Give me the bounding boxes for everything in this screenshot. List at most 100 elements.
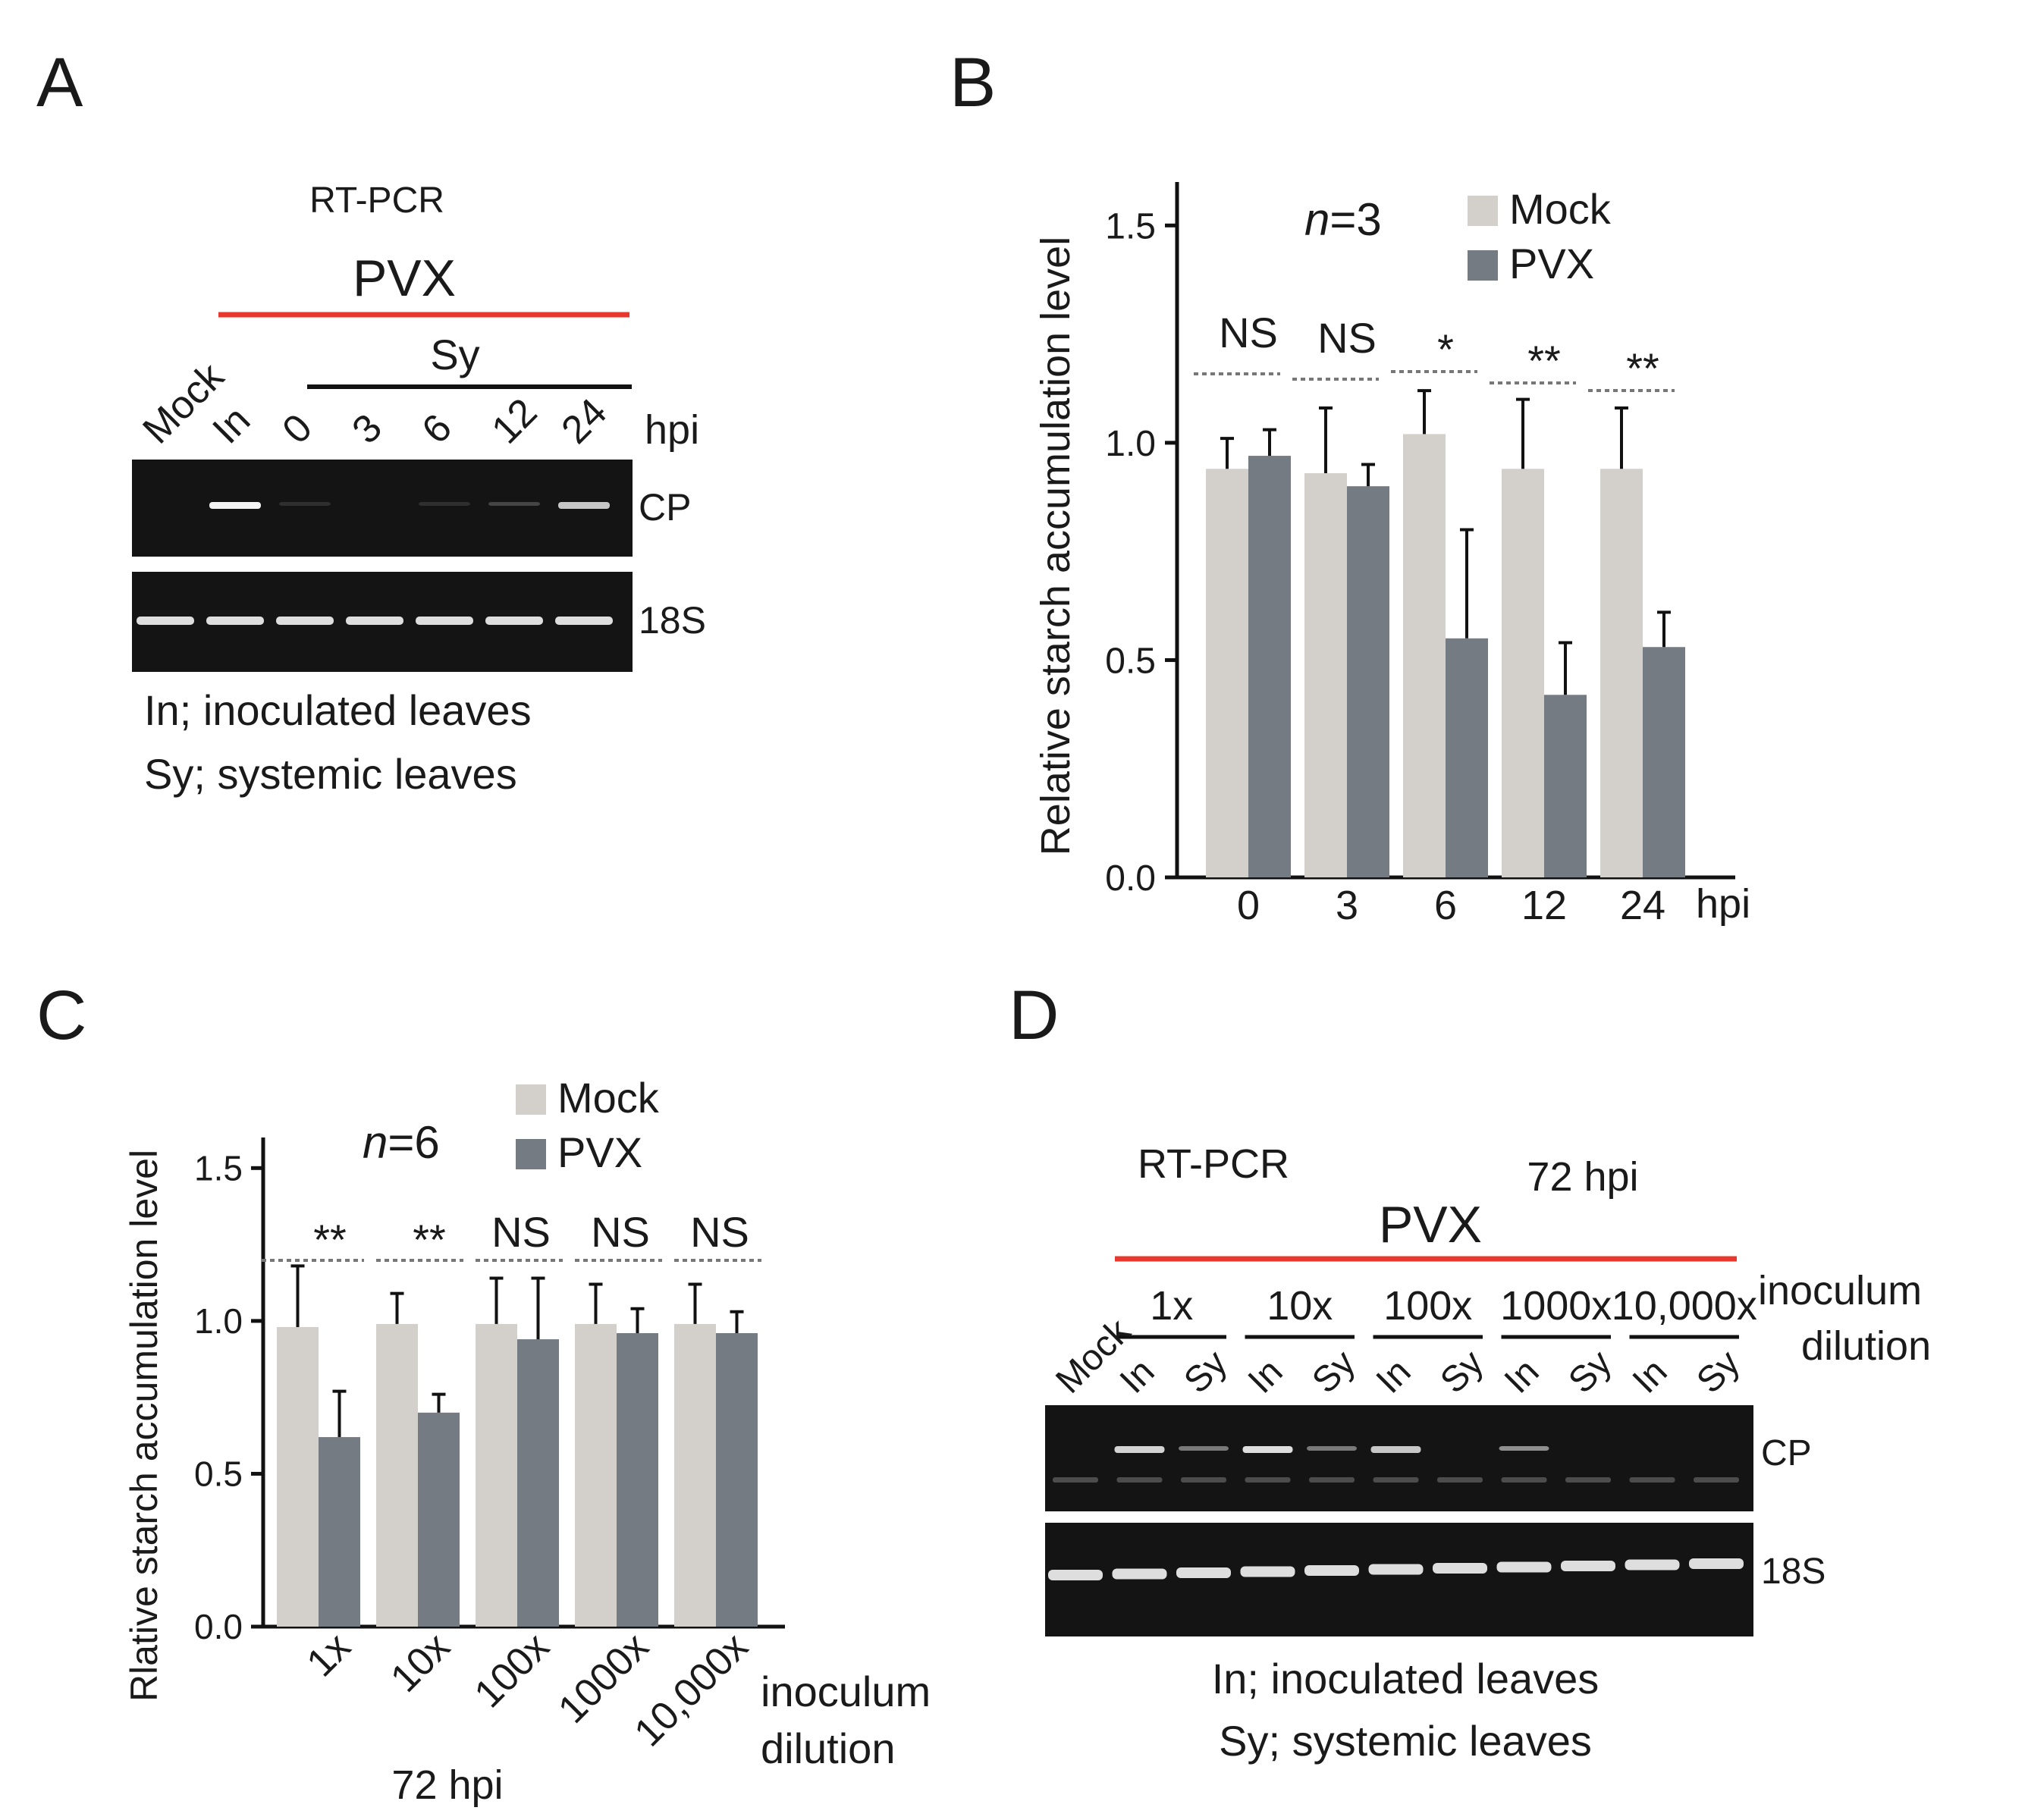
rrna-18s-band: [1304, 1565, 1359, 1576]
panel-d-18s-gel: [1045, 1523, 1753, 1636]
rrna-18s-band: [1433, 1563, 1487, 1574]
rrna-18s-band: [206, 617, 264, 625]
legend-swatch-mock: [1468, 196, 1498, 226]
bar-mock-1000x: [575, 1323, 617, 1627]
dilution-group-label: 10x: [1267, 1283, 1333, 1329]
legend-swatch-pvx: [1468, 250, 1498, 281]
lane-label: 24: [553, 391, 615, 453]
lane-label: In: [1625, 1351, 1675, 1401]
lane-label: Mock: [134, 354, 233, 453]
panel-b-bars: [1206, 434, 1685, 877]
lane-label: Mock: [1048, 1311, 1138, 1401]
cp-band: [1179, 1446, 1229, 1451]
rrna-18s-band: [1048, 1570, 1103, 1580]
bar-mock-100x: [476, 1323, 517, 1627]
panel-b-letter: B: [950, 44, 996, 121]
panel-b-legend: Mock PVX: [1468, 185, 1612, 287]
primer-dimer-band: [1116, 1477, 1163, 1483]
panel-d-axis-title-line-2: dilution: [1801, 1323, 1931, 1369]
panel-b-x-unit: hpi: [1696, 881, 1750, 927]
rrna-18s-band: [1496, 1561, 1552, 1573]
panel-d-cp-gel: [1045, 1405, 1753, 1511]
panel-b: B Relative starch accumulation level n=3…: [950, 44, 1750, 928]
panel-a-method-label: RT-PCR: [309, 180, 444, 221]
lane-label: 3: [344, 406, 390, 452]
cp-band: [279, 502, 331, 506]
legend-label-pvx: PVX: [557, 1128, 642, 1176]
rrna-18s-band: [346, 617, 403, 625]
lane-label: In: [1497, 1351, 1547, 1401]
n-italic: n: [1304, 194, 1330, 245]
panel-d-cp-row-label: CP: [1761, 1433, 1812, 1473]
x-tick-label: 1x: [299, 1624, 359, 1685]
primer-dimer-band: [1373, 1477, 1419, 1483]
y-tick-label: 1.5: [194, 1148, 243, 1188]
panel-d-letter: D: [1009, 977, 1059, 1054]
lane-label: 6: [413, 406, 460, 452]
significance-label: **: [313, 1216, 347, 1263]
y-ticks: 0.0 0.5 1.0 1.5: [1105, 206, 1177, 899]
lane-label: 0: [274, 406, 320, 452]
rrna-18s-band: [137, 617, 194, 625]
bar-pvx-10,000x: [716, 1333, 758, 1627]
x-tick-label: 24: [1620, 883, 1665, 928]
panel-a-virus-label: PVX: [353, 249, 456, 307]
legend-swatch-mock: [516, 1084, 546, 1115]
significance-label: NS: [1317, 314, 1377, 362]
panel-d-axis-title-line-1: inoculum: [1758, 1268, 1922, 1313]
legend-label-pvx: PVX: [1509, 240, 1594, 287]
primer-dimer-band: [1053, 1477, 1098, 1483]
panel-a-lane-labels: Mock In 0 3 6 12 24: [134, 354, 615, 453]
x-tick-label: 0: [1237, 883, 1260, 928]
lane-label: In: [204, 398, 259, 453]
panel-a-legend-line-2: Sy; systemic leaves: [144, 750, 517, 798]
bar-mock-0: [1206, 469, 1248, 877]
rrna-18s-band: [1368, 1564, 1424, 1575]
bar-pvx-10x: [418, 1412, 460, 1627]
panel-c-n-label: n=6: [363, 1117, 440, 1168]
panel-d-18s-row-label: 18S: [1761, 1552, 1826, 1592]
x-tick-label: 3: [1336, 883, 1358, 928]
panel-b-y-axis: 0.0 0.5 1.0 1.5: [1105, 182, 1179, 899]
x-tick-label: 10x: [382, 1624, 458, 1700]
panel-c: C Rlative starch accumulation level n=6 …: [36, 977, 931, 1808]
cp-band: [1370, 1446, 1421, 1453]
y-tick-label: 1.0: [194, 1301, 243, 1341]
primer-dimer-band: [1309, 1477, 1355, 1483]
cp-band: [488, 502, 540, 506]
panel-a: A RT-PCR PVX Sy Mock In 0 3 6 12 24 hpi …: [36, 44, 706, 798]
panel-d-method-label: RT-PCR: [1138, 1141, 1289, 1187]
bar-mock-10,000x: [674, 1323, 716, 1627]
panel-d-dilution-groups: 1x 10x 100x 1000x 10,000x: [1116, 1283, 1757, 1339]
y-tick-label: 0.5: [1105, 641, 1156, 681]
bar-mock-6: [1403, 434, 1446, 877]
panel-d: D RT-PCR 72 hpi PVX 1x 10x 100x 1000x 10…: [1009, 977, 1931, 1765]
panel-a-cp-gel: [132, 460, 633, 557]
n-italic: n: [363, 1117, 388, 1168]
bar-pvx-12: [1544, 695, 1587, 877]
bar-pvx-6: [1446, 638, 1488, 877]
dilution-group-label: 1x: [1150, 1283, 1193, 1329]
y-ticks: 0.0 0.5 1.0 1.5: [194, 1148, 263, 1646]
x-tick-label: 12: [1521, 883, 1567, 928]
panel-c-timepoint: 72 hpi: [391, 1762, 503, 1808]
panel-d-legend-line-2: Sy; systemic leaves: [1219, 1717, 1592, 1765]
n-value: =3: [1330, 194, 1381, 245]
panel-c-y-axis: 0.0 0.5 1.0 1.5: [194, 1138, 265, 1646]
panel-c-x-tick-labels: 1x 10x 100x 1000x 10,000x: [299, 1624, 757, 1755]
bar-mock-1x: [277, 1326, 319, 1627]
panel-c-error-bars: [290, 1264, 744, 1438]
panel-a-sy-label: Sy: [430, 331, 479, 378]
lane-label: Sy: [1561, 1343, 1619, 1401]
significance-label: NS: [591, 1208, 650, 1256]
significance-label: NS: [491, 1208, 551, 1256]
rrna-18s-band: [485, 617, 543, 625]
primer-dimer-band: [1565, 1477, 1611, 1483]
cp-band: [558, 502, 610, 509]
bar-pvx-100x: [517, 1339, 559, 1627]
lane-label: In: [1113, 1351, 1163, 1401]
panel-a-cp-bands: [209, 502, 610, 509]
bar-pvx-0: [1248, 456, 1291, 877]
significance-label: **: [1626, 344, 1659, 392]
